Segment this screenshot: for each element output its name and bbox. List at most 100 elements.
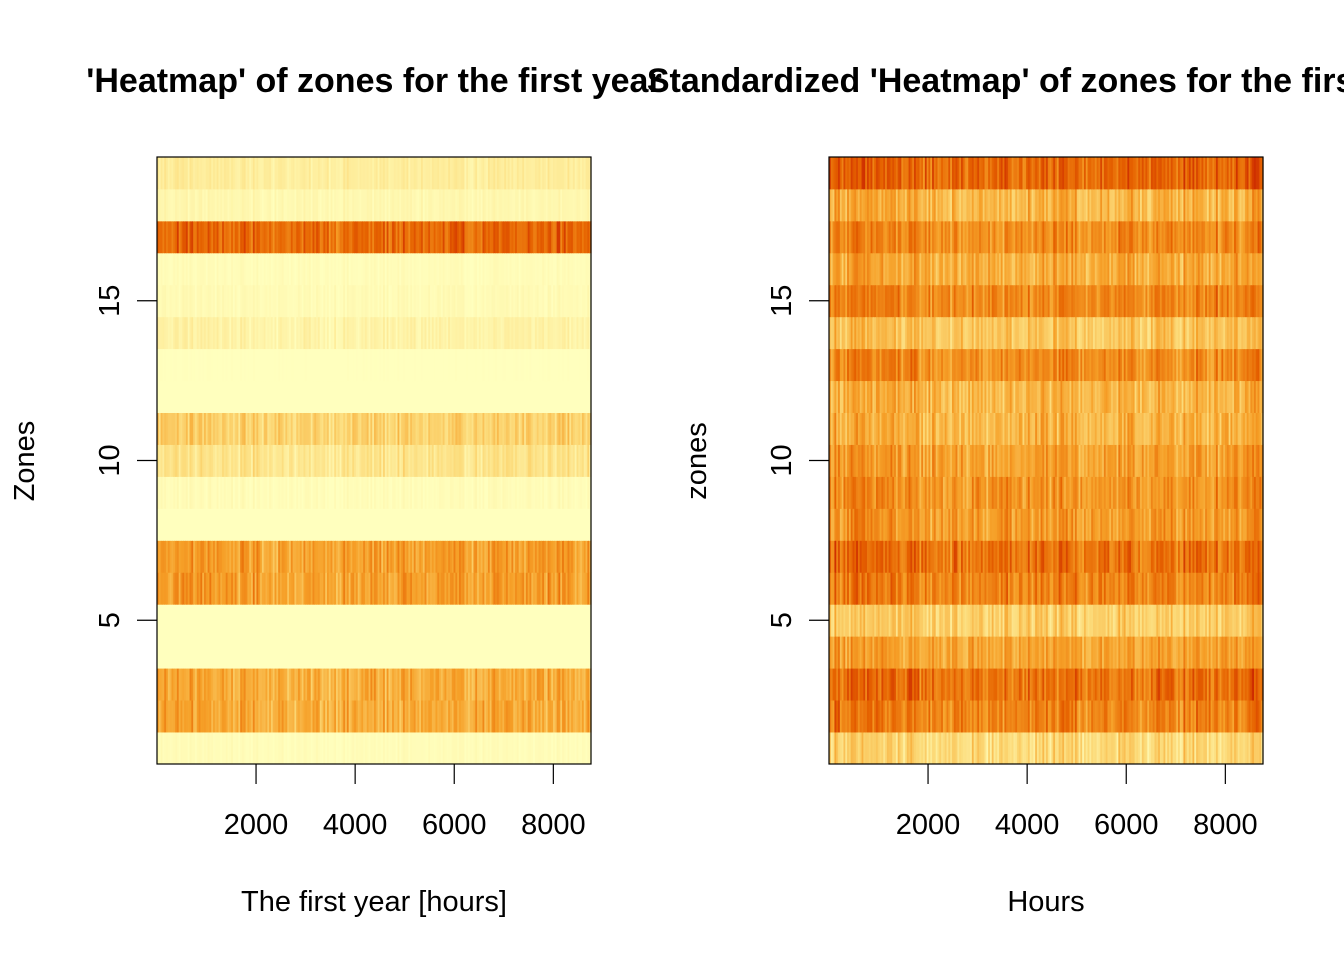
heatmap-cell: [506, 316, 509, 350]
heatmap-cell: [173, 284, 176, 318]
heatmap-cell: [216, 412, 220, 445]
heatmap-cell: [392, 316, 395, 350]
heatmap-cell: [404, 444, 408, 477]
heatmap-cell: [252, 636, 256, 669]
heatmap-cell: [381, 572, 384, 605]
heatmap-cell: [234, 252, 238, 286]
heatmap-cell: [498, 284, 502, 318]
heatmap-cell: [953, 700, 957, 733]
heatmap-cell: [294, 412, 297, 445]
heatmap-cell: [547, 700, 551, 733]
heatmap-cell: [337, 316, 341, 350]
heatmap-cell: [261, 157, 265, 190]
heatmap-cell: [202, 188, 205, 222]
heatmap-cell: [336, 540, 339, 573]
heatmap-cell: [368, 380, 371, 413]
heatmap-cell: [213, 444, 216, 477]
heatmap-cell: [872, 700, 875, 733]
heatmap-cell: [229, 284, 232, 318]
heatmap-cell: [260, 252, 263, 286]
heatmap-cell: [279, 220, 283, 254]
heatmap-cell: [504, 508, 507, 541]
heatmap-cell: [563, 476, 567, 509]
heatmap-cell: [296, 700, 299, 733]
heatmap-cell: [276, 508, 279, 541]
heatmap-cell: [312, 700, 315, 733]
heatmap-cell: [558, 220, 561, 254]
heatmap-cell: [209, 636, 212, 669]
heatmap-cell: [200, 444, 203, 477]
heatmap-cell: [1129, 732, 1132, 765]
heatmap-cell: [477, 700, 480, 733]
heatmap-cell: [585, 157, 588, 190]
heatmap-cell: [375, 700, 379, 733]
heatmap-cell: [343, 157, 346, 190]
heatmap-cell: [589, 252, 592, 286]
heatmap-cell: [856, 732, 859, 765]
heatmap-cell: [274, 700, 277, 733]
heatmap-cell: [355, 732, 359, 765]
heatmap-cell: [547, 348, 551, 382]
heatmap-cell: [892, 732, 895, 765]
heatmap-cell: [1000, 732, 1004, 765]
heatmap-cell: [482, 220, 485, 254]
heatmap-cell: [460, 700, 464, 733]
heatmap-cell: [558, 316, 561, 350]
heatmap-cell: [872, 732, 875, 765]
heatmap-cell: [312, 348, 315, 382]
heatmap-cell: [240, 188, 243, 222]
heatmap-cell: [339, 508, 343, 541]
heatmap-cell: [316, 348, 319, 382]
heatmap-cell: [241, 444, 245, 477]
heatmap-cell: [164, 252, 167, 286]
heatmap-cell: [339, 348, 343, 382]
heatmap-cell: [421, 508, 424, 541]
heatmap-cell: [444, 380, 447, 413]
heatmap-cell: [1055, 700, 1058, 733]
heatmap-cell: [430, 444, 433, 477]
heatmap-cell: [290, 284, 294, 318]
heatmap-cell: [312, 412, 315, 445]
heatmap-cell: [260, 572, 263, 605]
heatmap-cell: [249, 412, 252, 445]
heatmap-cell: [343, 572, 346, 605]
heatmap-cell: [214, 316, 218, 350]
heatmap-cell: [865, 700, 868, 733]
heatmap-cell: [509, 284, 513, 318]
heatmap-cell: [556, 380, 560, 413]
heatmap-cell: [312, 604, 315, 637]
heatmap-cell: [509, 572, 513, 605]
heatmap-cell: [388, 316, 391, 350]
heatmap-cell: [326, 220, 330, 254]
heatmap-cell: [527, 508, 531, 541]
heatmap-cell: [848, 700, 852, 733]
heatmap-cell: [435, 476, 438, 509]
heatmap-cell: [249, 284, 252, 318]
heatmap-cell: [328, 284, 332, 318]
heatmap-cell: [194, 508, 198, 541]
heatmap-cell: [158, 572, 162, 605]
heatmap-cell: [433, 636, 437, 669]
heatmap-cell: [263, 604, 267, 637]
heatmap-cell: [876, 732, 879, 765]
heatmap-cell: [357, 444, 361, 477]
heatmap-cell: [200, 700, 203, 733]
heatmap-cell: [343, 732, 346, 765]
heatmap-cell: [184, 316, 187, 350]
heatmap-cell: [247, 700, 250, 733]
heatmap-cell: [323, 572, 326, 605]
heatmap-cell: [917, 700, 921, 733]
heatmap-cell: [258, 668, 261, 701]
heatmap-cell: [303, 252, 306, 286]
heatmap-cell: [399, 284, 402, 318]
heatmap-cell: [419, 380, 422, 413]
heatmap-cell: [515, 508, 518, 541]
heatmap-cell: [169, 412, 173, 445]
heatmap-cell: [516, 476, 520, 509]
heatmap-cell: [585, 668, 588, 701]
heatmap-cell: [578, 188, 581, 222]
heatmap-cell: [372, 604, 375, 637]
heatmap-cell: [173, 476, 176, 509]
heatmap-cell: [307, 604, 310, 637]
heatmap-cell: [343, 476, 346, 509]
